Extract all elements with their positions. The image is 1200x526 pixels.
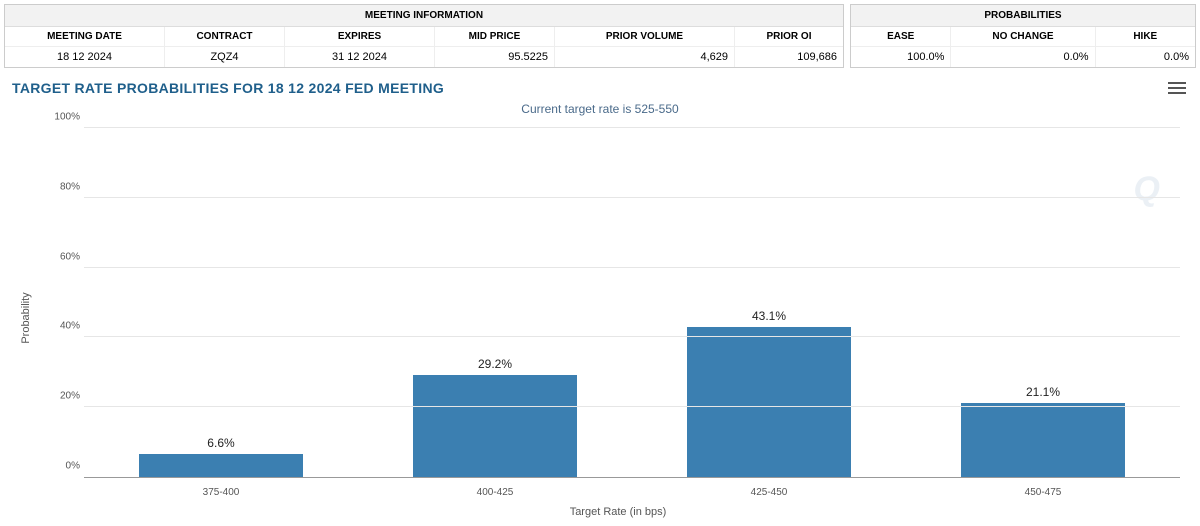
ytick-label: 20%	[52, 391, 80, 402]
val-meeting-date: 18 12 2024	[5, 47, 165, 67]
ytick-label: 60%	[52, 251, 80, 262]
bar-value-label: 21.1%	[1026, 385, 1060, 399]
bar-slot: 43.1%	[632, 128, 906, 477]
bar: 29.2%	[413, 375, 577, 477]
xticks-row: 375-400400-425425-450450-475	[84, 487, 1180, 498]
col-ease: EASE	[851, 27, 951, 47]
probabilities-title: PROBABILITIES	[851, 5, 1195, 27]
xaxis-label: Target Rate (in bps)	[56, 506, 1180, 518]
val-ease: 100.0%	[851, 47, 951, 67]
grid-line	[84, 336, 1180, 337]
val-no-change: 0.0%	[951, 47, 1095, 67]
grid-line	[84, 406, 1180, 407]
chart-menu-icon[interactable]	[1168, 80, 1186, 96]
bar-value-label: 6.6%	[207, 436, 234, 450]
chart-title: TARGET RATE PROBABILITIES FOR 18 12 2024…	[12, 80, 1188, 96]
probabilities-data-row: 100.0% 0.0% 0.0%	[851, 47, 1195, 67]
col-prior-oi: PRIOR OI	[735, 27, 843, 47]
bars-group: 6.6% 29.2% 43.1% 21.1%	[84, 128, 1180, 477]
bar-slot: 29.2%	[358, 128, 632, 477]
meeting-info-header-row: MEETING DATE CONTRACT EXPIRES MID PRICE …	[5, 27, 843, 47]
chart-subtitle: Current target rate is 525-550	[12, 102, 1188, 116]
xtick-label: 375-400	[84, 487, 358, 498]
col-meeting-date: MEETING DATE	[5, 27, 165, 47]
ytick-label: 80%	[52, 181, 80, 192]
meeting-info-table: MEETING INFORMATION MEETING DATE CONTRAC…	[4, 4, 844, 68]
ytick-label: 100%	[52, 112, 80, 123]
bar-slot: 21.1%	[906, 128, 1180, 477]
grid-line	[84, 127, 1180, 128]
chart-container: TARGET RATE PROBABILITIES FOR 18 12 2024…	[0, 72, 1200, 522]
xtick-label: 450-475	[906, 487, 1180, 498]
col-hike: HIKE	[1096, 27, 1195, 47]
grid-line	[84, 197, 1180, 198]
plot-region: 6.6%29.2%43.1%21.1% 0%20%40%60%80%100%	[84, 128, 1180, 478]
bar-slot: 6.6%	[84, 128, 358, 477]
bar: 43.1%	[687, 327, 851, 477]
col-prior-volume: PRIOR VOLUME	[555, 27, 735, 47]
val-prior-volume: 4,629	[555, 47, 735, 67]
probabilities-table: PROBABILITIES EASE NO CHANGE HIKE 100.0%…	[850, 4, 1196, 68]
bar: 21.1%	[961, 403, 1125, 477]
ytick-label: 40%	[52, 321, 80, 332]
xtick-label: 400-425	[358, 487, 632, 498]
bar-value-label: 43.1%	[752, 309, 786, 323]
meeting-info-data-row: 18 12 2024 ZQZ4 31 12 2024 95.5225 4,629…	[5, 47, 843, 67]
xtick-label: 425-450	[632, 487, 906, 498]
probabilities-header-row: EASE NO CHANGE HIKE	[851, 27, 1195, 47]
top-tables-row: MEETING INFORMATION MEETING DATE CONTRAC…	[0, 0, 1200, 72]
val-contract: ZQZ4	[165, 47, 285, 67]
val-prior-oi: 109,686	[735, 47, 843, 67]
col-contract: CONTRACT	[165, 27, 285, 47]
col-mid-price: MID PRICE	[435, 27, 555, 47]
bar-value-label: 29.2%	[478, 357, 512, 371]
val-hike: 0.0%	[1096, 47, 1195, 67]
grid-line	[84, 267, 1180, 268]
col-no-change: NO CHANGE	[951, 27, 1095, 47]
bar: 6.6%	[139, 454, 303, 477]
ytick-label: 0%	[52, 461, 80, 472]
meeting-info-title: MEETING INFORMATION	[5, 5, 843, 27]
yaxis-label: Probability	[20, 292, 32, 343]
chart-area: Probability Q 6.6%29.2%43.1%21.1% 0%20%4…	[56, 118, 1180, 518]
val-expires: 31 12 2024	[285, 47, 435, 67]
col-expires: EXPIRES	[285, 27, 435, 47]
val-mid-price: 95.5225	[435, 47, 555, 67]
